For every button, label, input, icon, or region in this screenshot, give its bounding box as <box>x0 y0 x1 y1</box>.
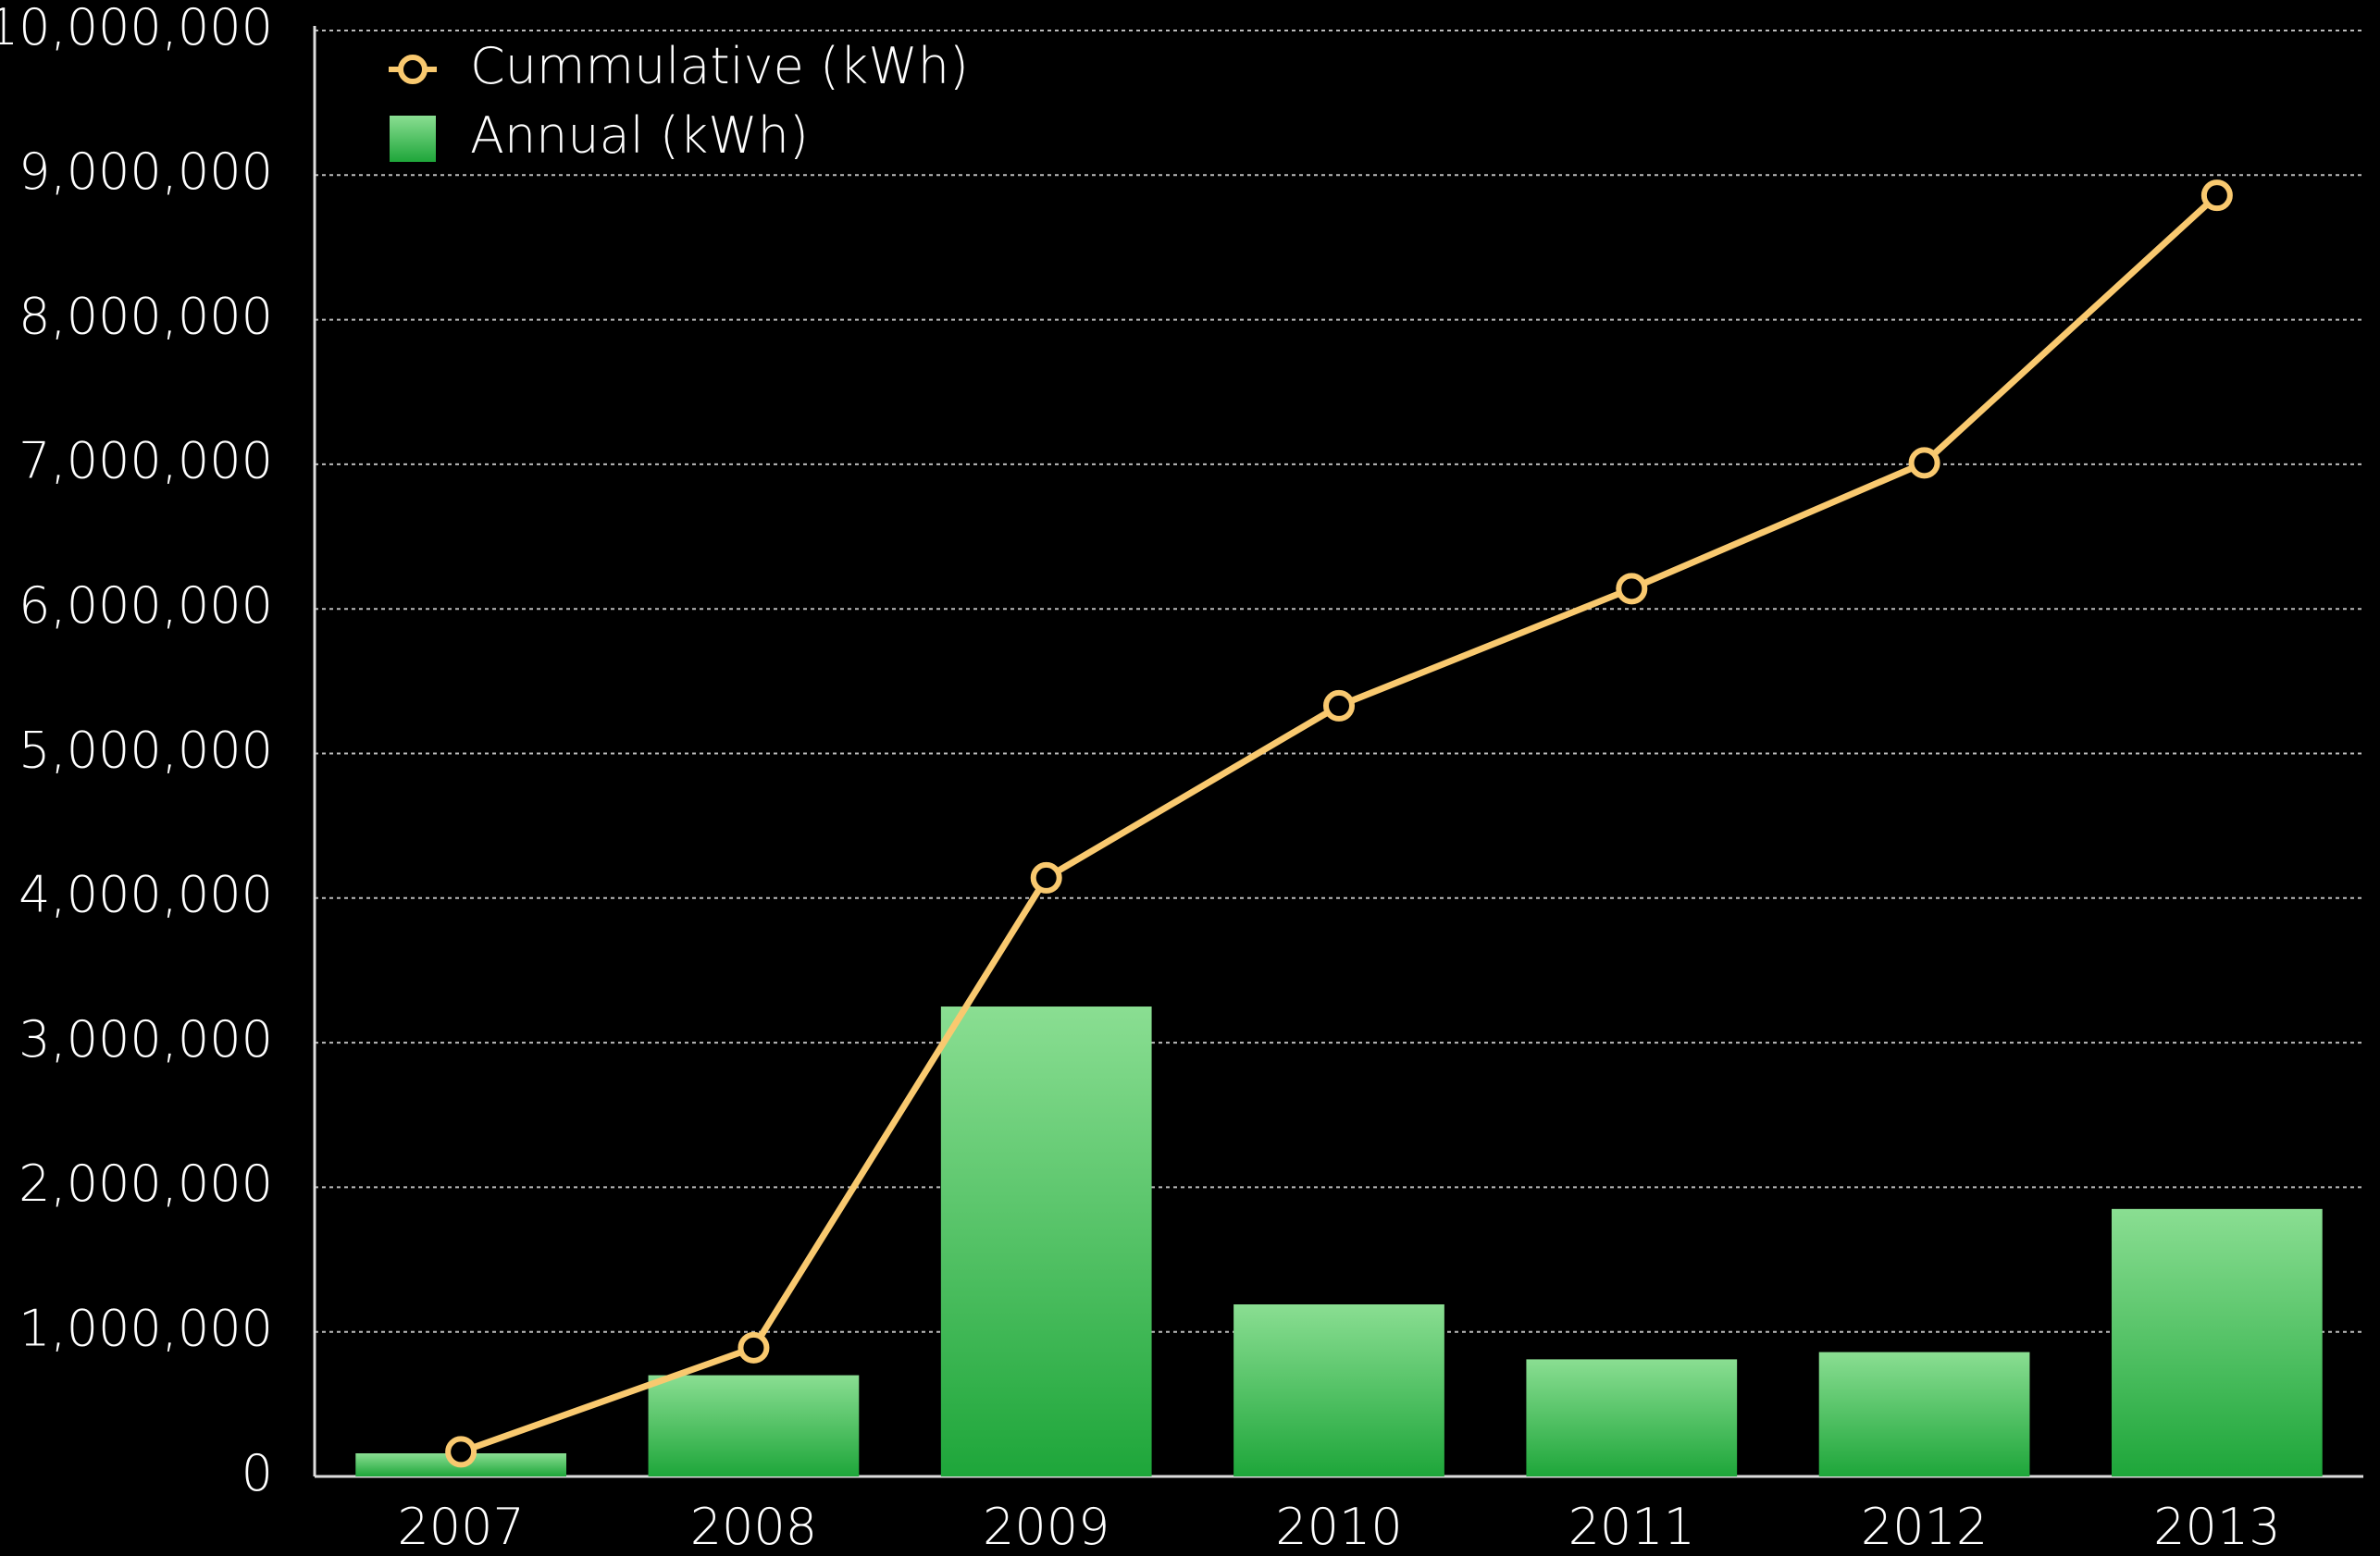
y-tick-label: 2,000,000 <box>19 1155 273 1213</box>
bar <box>1526 1359 1738 1476</box>
y-tick-label: 10,000,000 <box>0 0 273 56</box>
x-tick-label: 2009 <box>983 1498 1109 1556</box>
point <box>1908 447 1940 479</box>
bar <box>1818 1352 2030 1476</box>
point <box>2200 179 2233 212</box>
bar <box>648 1375 860 1476</box>
x-tick-label: 2013 <box>2153 1498 2280 1556</box>
x-tick-label: 2010 <box>1275 1498 1402 1556</box>
y-tick-label: 9,000,000 <box>19 142 273 201</box>
point <box>1030 861 1062 894</box>
legend-label: Annual (kWh) <box>470 106 809 165</box>
x-tick-label: 2008 <box>690 1498 817 1556</box>
bar <box>940 1006 1152 1476</box>
legend-swatch <box>390 116 436 162</box>
legend-label: Cummulative (kWh) <box>470 37 969 95</box>
point <box>1616 573 1648 605</box>
y-tick-label: 3,000,000 <box>19 1010 273 1068</box>
y-tick-label: 1,000,000 <box>19 1299 273 1357</box>
y-tick-label: 0 <box>242 1444 273 1502</box>
y-tick-label: 7,000,000 <box>19 432 273 490</box>
y-tick-label: 8,000,000 <box>19 287 273 345</box>
point <box>445 1436 477 1468</box>
y-tick-label: 5,000,000 <box>19 721 273 779</box>
x-tick-label: 2011 <box>1568 1498 1695 1556</box>
x-tick-label: 2007 <box>397 1498 524 1556</box>
legend-marker <box>398 55 428 84</box>
line <box>459 192 2220 1455</box>
point <box>1323 689 1355 722</box>
y-tick-label: 4,000,000 <box>19 866 273 924</box>
point <box>738 1331 770 1364</box>
y-tick-label: 6,000,000 <box>19 576 273 635</box>
x-tick-label: 2012 <box>1861 1498 1988 1556</box>
bar <box>2111 1208 2323 1476</box>
bar <box>1233 1304 1444 1476</box>
